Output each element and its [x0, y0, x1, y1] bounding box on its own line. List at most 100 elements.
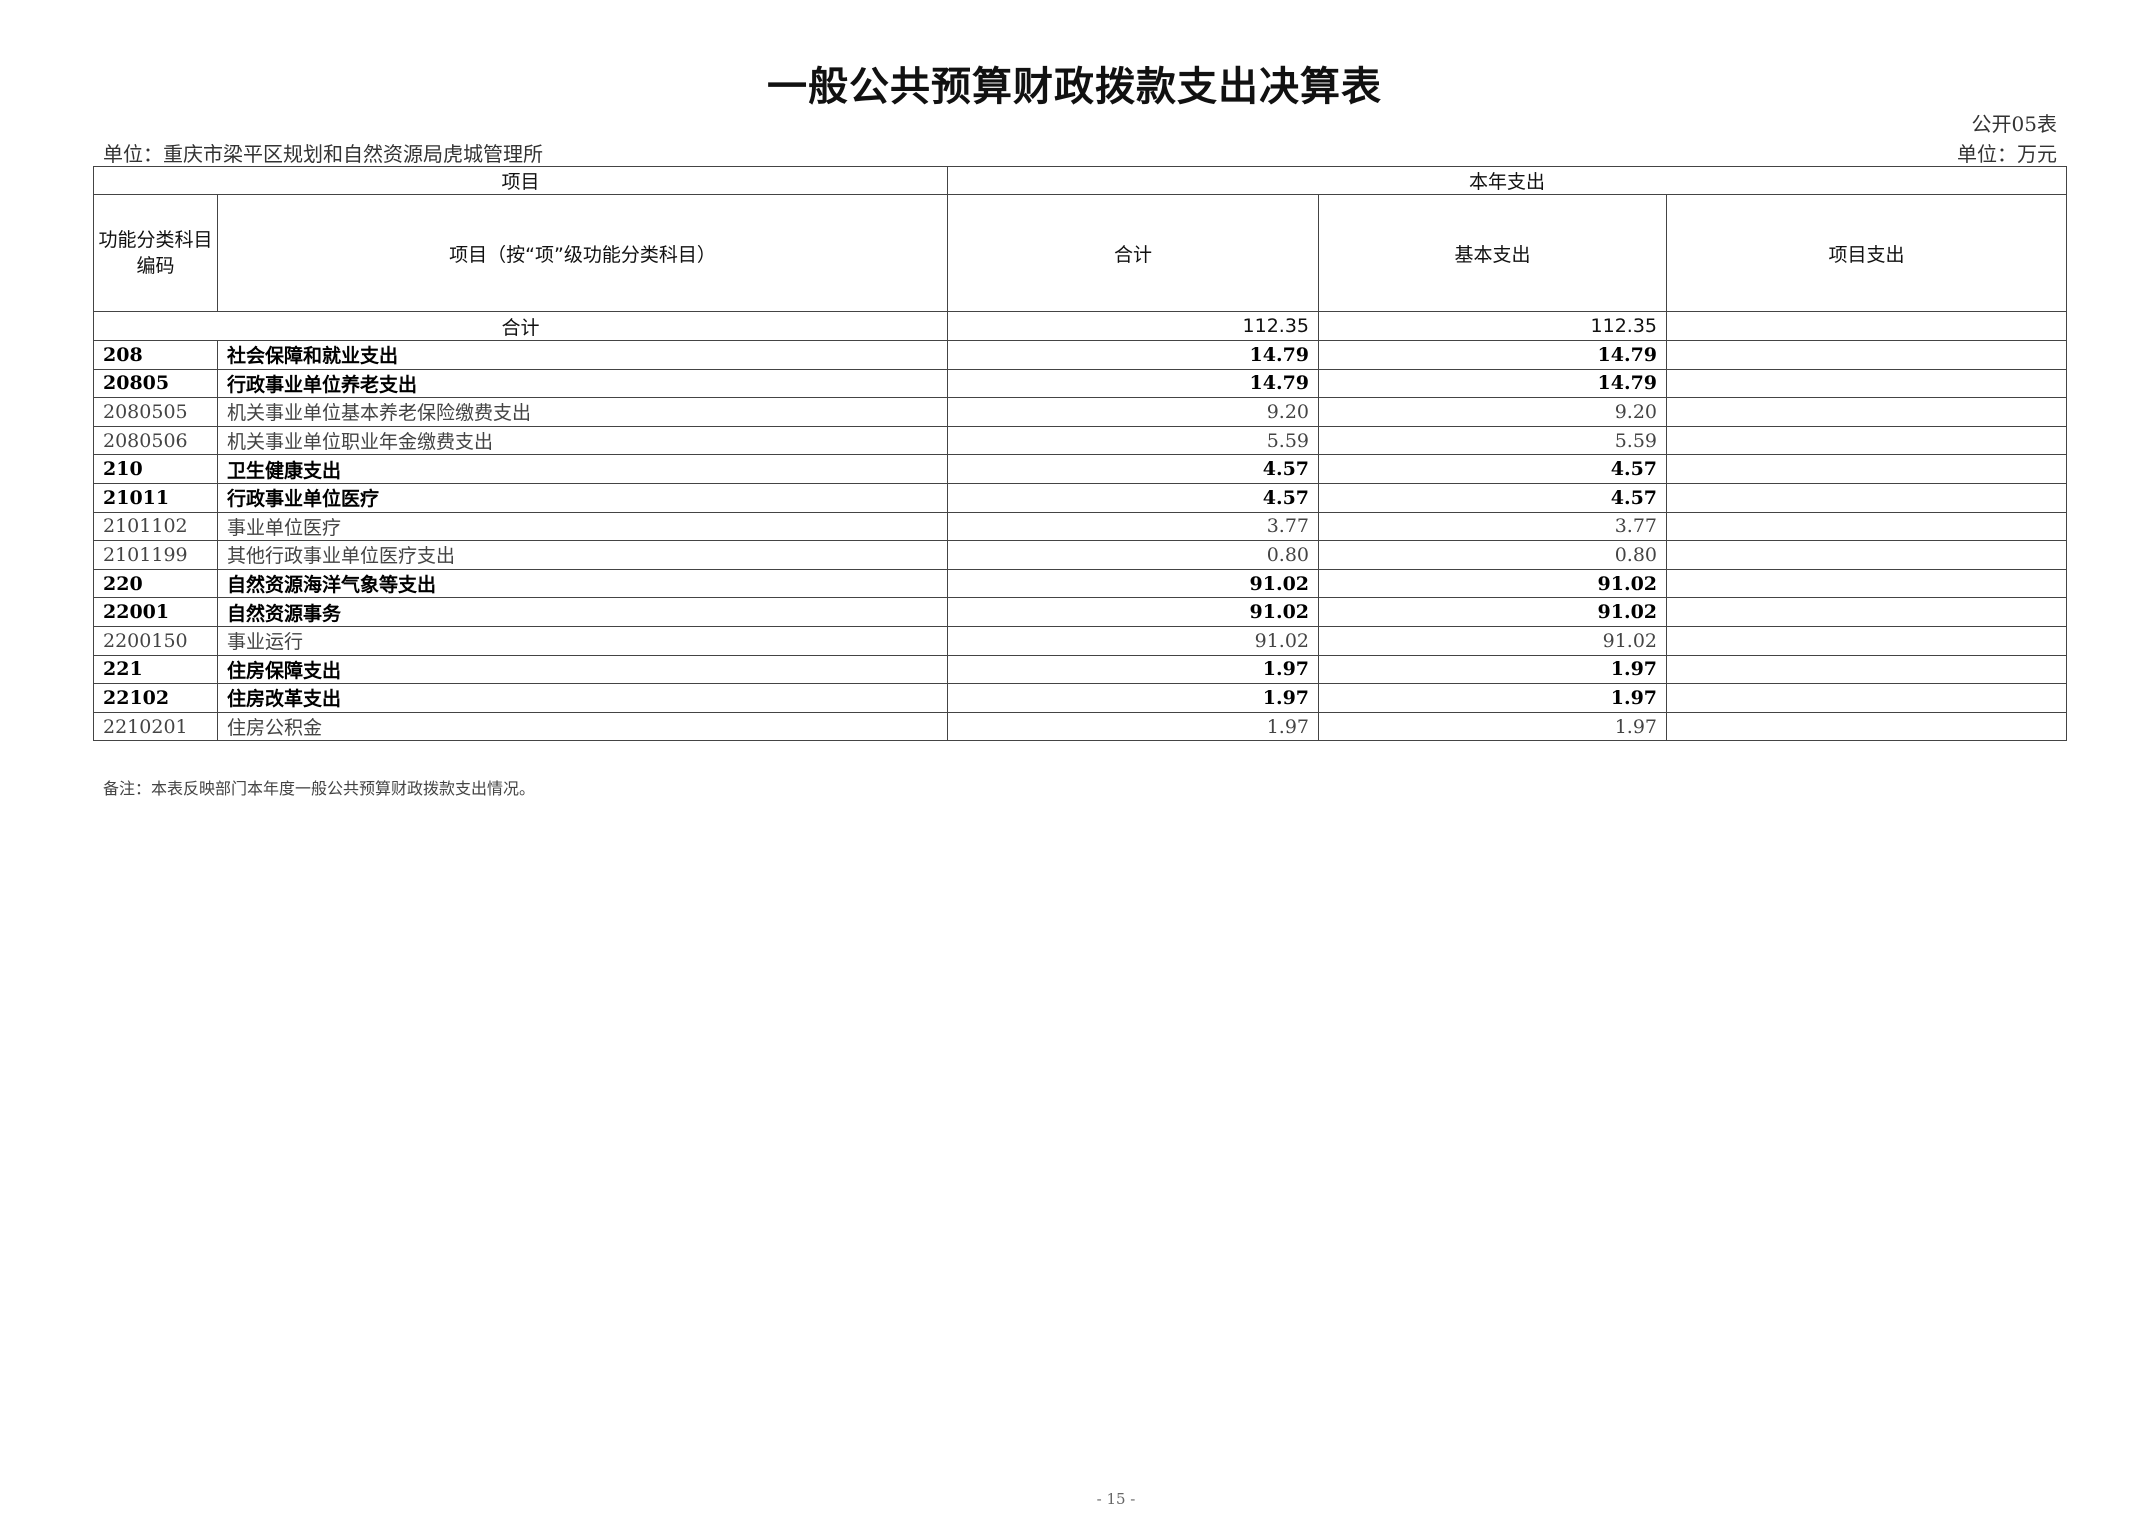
table-row: 21011 行政事业单位医疗 4.57 4.57 [93, 482, 2068, 513]
header-item-name: 项目（按“项”级功能分类科目） [216, 194, 949, 312]
header-code: 功能分类科目编码 [93, 194, 218, 312]
project-cell [1666, 397, 2068, 427]
name-cell: 住房改革支出 [216, 683, 949, 713]
project-cell [1666, 425, 2068, 456]
name-cell: 其他行政事业单位医疗支出 [216, 540, 949, 570]
name-cell: 机关事业单位职业年金缴费支出 [216, 425, 949, 456]
project-cell [1666, 482, 2068, 513]
total-cell: 1.97 [947, 654, 1320, 685]
project-cell [1666, 368, 2068, 399]
code-cell: 220 [93, 568, 218, 599]
basic-cell: 14.79 [1318, 368, 1668, 399]
total-basic: 112.35 [1318, 311, 1668, 341]
total-cell: 14.79 [947, 368, 1320, 399]
table-row: 221 住房保障支出 1.97 1.97 [93, 654, 2068, 685]
page-number: - 15 - [1096, 1490, 1136, 1508]
name-cell: 行政事业单位养老支出 [216, 368, 949, 399]
header-basic: 基本支出 [1318, 194, 1668, 312]
total-cell: 0.80 [947, 540, 1320, 570]
basic-cell: 1.97 [1318, 654, 1668, 685]
total-cell: 3.77 [947, 511, 1320, 542]
total-cell: 91.02 [947, 568, 1320, 599]
table-row: 22102 住房改革支出 1.97 1.97 [93, 683, 2068, 713]
project-cell [1666, 654, 2068, 685]
name-cell: 社会保障和就业支出 [216, 340, 949, 370]
code-cell: 2210201 [93, 711, 218, 742]
table-row: 2210201 住房公积金 1.97 1.97 [93, 711, 2068, 742]
code-cell: 2080505 [93, 397, 218, 427]
basic-cell: 9.20 [1318, 397, 1668, 427]
name-cell: 住房公积金 [216, 711, 949, 742]
table-row: 2080506 机关事业单位职业年金缴费支出 5.59 5.59 [93, 425, 2068, 456]
code-cell: 2101102 [93, 511, 218, 542]
basic-cell: 4.57 [1318, 482, 1668, 513]
code-cell: 22102 [93, 683, 218, 713]
total-cell: 9.20 [947, 397, 1320, 427]
basic-cell: 91.02 [1318, 568, 1668, 599]
code-cell: 221 [93, 654, 218, 685]
basic-cell: 1.97 [1318, 683, 1668, 713]
total-project [1666, 311, 2068, 341]
code-cell: 210 [93, 454, 218, 484]
name-cell: 事业运行 [216, 625, 949, 656]
project-cell [1666, 568, 2068, 599]
form-number: 公开05表 [1971, 112, 2057, 136]
code-cell: 2101199 [93, 540, 218, 570]
header-row-1: 项目 本年支出 [92, 166, 2068, 195]
header-current-year: 本年支出 [947, 166, 2068, 195]
basic-cell: 14.79 [1318, 340, 1668, 370]
name-cell: 行政事业单位医疗 [216, 482, 949, 513]
project-cell [1666, 540, 2068, 570]
total-cell: 14.79 [947, 340, 1320, 370]
project-cell [1666, 625, 2068, 656]
total-cell: 91.02 [947, 625, 1320, 656]
table-row: 2200150 事业运行 91.02 91.02 [93, 625, 2068, 656]
header-row-2: 功能分类科目编码 项目（按“项”级功能分类科目） 合计 基本支出 项目支出 [93, 194, 2068, 312]
basic-cell: 91.02 [1318, 597, 1668, 627]
table-row: 2101199 其他行政事业单位医疗支出 0.80 0.80 [93, 540, 2068, 570]
name-cell: 住房保障支出 [216, 654, 949, 685]
name-cell: 自然资源海洋气象等支出 [216, 568, 949, 599]
basic-cell: 3.77 [1318, 511, 1668, 542]
basic-cell: 5.59 [1318, 425, 1668, 456]
code-cell: 208 [93, 340, 218, 370]
code-cell: 2200150 [93, 625, 218, 656]
table-row: 22001 自然资源事务 91.02 91.02 [93, 597, 2068, 627]
project-cell [1666, 511, 2068, 542]
code-cell: 21011 [93, 482, 218, 513]
project-cell [1666, 597, 2068, 627]
footnote: 备注：本表反映部门本年度一般公共预算财政拨款支出情况。 [103, 779, 536, 798]
page-title: 一般公共预算财政拨款支出决算表 [767, 64, 1382, 110]
header-project: 项目支出 [1666, 194, 2068, 312]
code-cell: 2080506 [93, 425, 218, 456]
basic-cell: 4.57 [1318, 454, 1668, 484]
code-cell: 20805 [93, 368, 218, 399]
header-item: 项目 [92, 166, 949, 195]
total-cell: 4.57 [947, 454, 1320, 484]
name-cell: 自然资源事务 [216, 597, 949, 627]
table-row: 2101102 事业单位医疗 3.77 3.77 [93, 511, 2068, 542]
basic-cell: 91.02 [1318, 625, 1668, 656]
total-cell: 5.59 [947, 425, 1320, 456]
code-cell: 22001 [93, 597, 218, 627]
name-cell: 卫生健康支出 [216, 454, 949, 484]
total-row: 合计 112.35 112.35 [92, 311, 2068, 341]
project-cell [1666, 454, 2068, 484]
table-row: 2080505 机关事业单位基本养老保险缴费支出 9.20 9.20 [93, 397, 2068, 427]
table-row: 208 社会保障和就业支出 14.79 14.79 [93, 340, 2068, 370]
project-cell [1666, 340, 2068, 370]
total-cell: 1.97 [947, 683, 1320, 713]
total-cell: 1.97 [947, 711, 1320, 742]
unit-organization: 单位：重庆市梁平区规划和自然资源局虎城管理所 [103, 142, 543, 166]
project-cell [1666, 683, 2068, 713]
basic-cell: 1.97 [1318, 711, 1668, 742]
table-row: 20805 行政事业单位养老支出 14.79 14.79 [93, 368, 2068, 399]
basic-cell: 0.80 [1318, 540, 1668, 570]
name-cell: 事业单位医疗 [216, 511, 949, 542]
name-cell: 机关事业单位基本养老保险缴费支出 [216, 397, 949, 427]
project-cell [1666, 711, 2068, 742]
total-cell: 91.02 [947, 597, 1320, 627]
total-total: 112.35 [947, 311, 1320, 341]
expenditure-table: 项目 本年支出 功能分类科目编码 项目（按“项”级功能分类科目） 合计 基本支出… [92, 166, 2068, 742]
total-cell: 4.57 [947, 482, 1320, 513]
